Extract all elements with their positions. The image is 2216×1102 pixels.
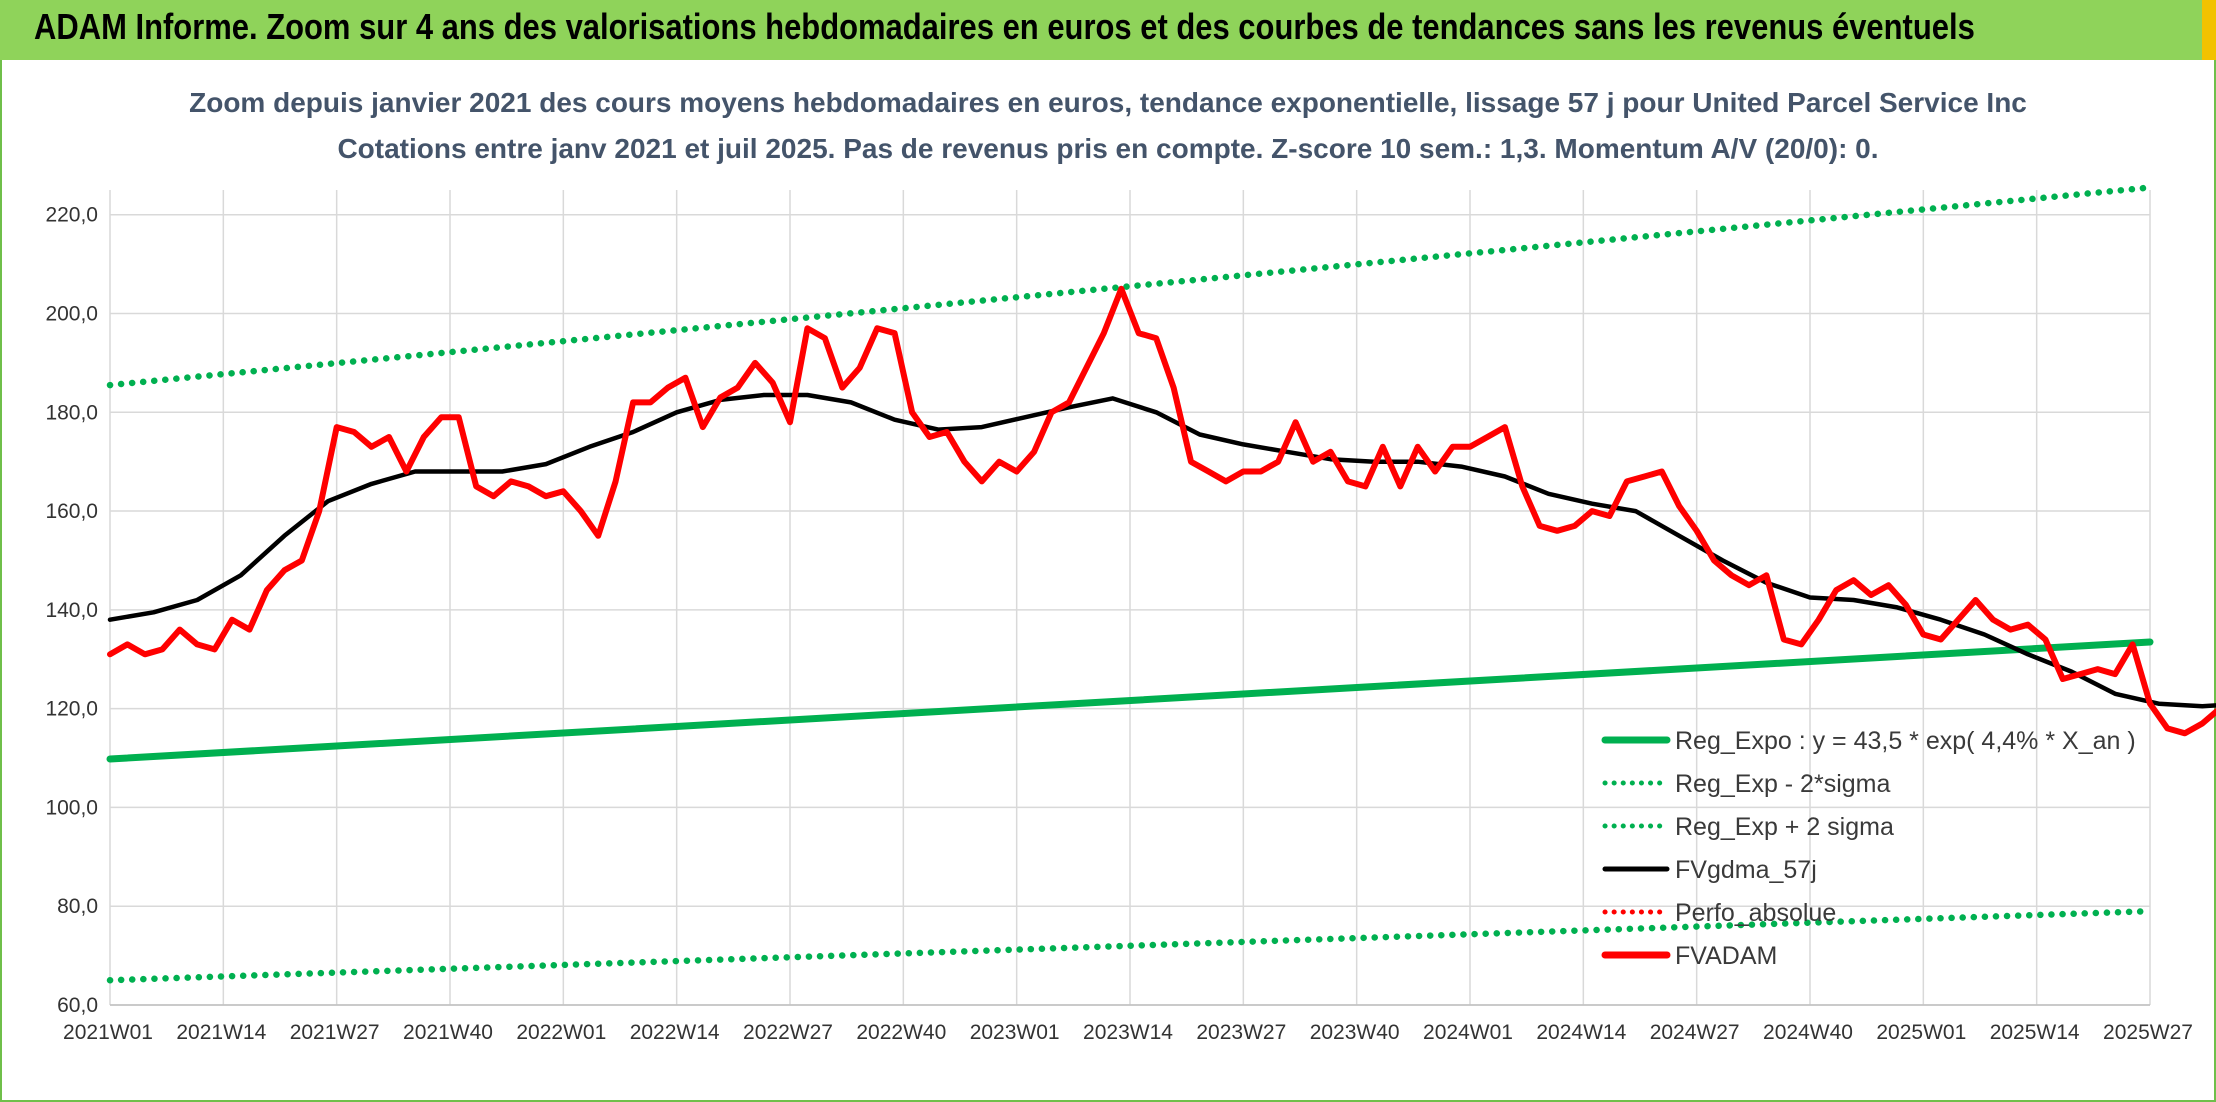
y-axis: 60,0 80,0 100,0 120,0 140,0 160,0 180,0 200,0 22…: [45, 204, 98, 1017]
x-tick-label: 2023W01: [970, 1021, 1060, 1044]
x-tick-label: 2024W40: [1763, 1021, 1853, 1044]
legend-label: Reg_Expo : y = 43,5 * exp( 4,4% * X_an ): [1675, 727, 2136, 755]
y-tick-label: 220,0: [45, 204, 98, 227]
banner-title: ADAM Informe. Zoom sur 4 ans des valoris…: [34, 6, 1975, 47]
series-line-5: [107, 285, 2216, 737]
x-tick-label: 2022W01: [516, 1021, 606, 1044]
x-tick-label: 2021W40: [403, 1021, 493, 1044]
series-line-2: [106, 184, 2154, 389]
legend-label: FVADAM: [1675, 942, 1777, 970]
x-tick-label: 2023W40: [1310, 1021, 1400, 1044]
chart-title: Zoom depuis janvier 2021 des cours moyen…: [189, 87, 2027, 118]
x-tick-label: 2021W01: [63, 1021, 153, 1044]
y-tick-label: 100,0: [45, 796, 98, 819]
legend-label: Reg_Exp - 2*sigma: [1675, 770, 1890, 798]
price-chart: Zoom depuis janvier 2021 des cours moyen…: [45, 87, 2216, 1044]
series-line-0: [106, 638, 2154, 763]
y-tick-label: 140,0: [45, 599, 98, 622]
banner-accent: [2202, 0, 2216, 60]
x-tick-label: 2025W14: [1990, 1021, 2080, 1044]
x-tick-label: 2022W40: [856, 1021, 946, 1044]
y-tick-label: 60,0: [57, 994, 98, 1017]
x-tick-label: 2024W01: [1423, 1021, 1513, 1044]
x-tick-label: 2024W27: [1650, 1021, 1740, 1044]
x-tick-label: 2025W01: [1876, 1021, 1966, 1044]
legend-label: Perfo_absolue: [1675, 899, 1836, 927]
x-tick-label: 2025W27: [2103, 1021, 2193, 1044]
series-line-1: [106, 907, 2154, 984]
legend-label: Reg_Exp + 2 sigma: [1675, 813, 1894, 841]
grid-lines: [109, 190, 2151, 1006]
chart-subtitle: Cotations entre janv 2021 et juil 2025. …: [337, 133, 1878, 164]
x-tick-label: 2021W14: [176, 1021, 266, 1044]
report-banner: ADAM Informe. Zoom sur 4 ans des valoris…: [0, 0, 2216, 60]
y-tick-label: 200,0: [45, 302, 98, 325]
series-lines: [106, 184, 2216, 984]
y-tick-label: 80,0: [57, 895, 98, 918]
series-line-3: [107, 392, 2216, 709]
legend: Reg_Expo : y = 43,5 * exp( 4,4% * X_an )…: [1601, 727, 2136, 970]
y-tick-label: 160,0: [45, 500, 98, 523]
x-tick-label: 2024W14: [1536, 1021, 1626, 1044]
x-tick-label: 2021W27: [290, 1021, 380, 1044]
x-tick-label: 2023W14: [1083, 1021, 1173, 1044]
y-tick-label: 120,0: [45, 698, 98, 721]
x-tick-label: 2022W14: [630, 1021, 720, 1044]
y-tick-label: 180,0: [45, 401, 98, 424]
x-tick-label: 2022W27: [743, 1021, 833, 1044]
x-tick-label: 2023W27: [1196, 1021, 1286, 1044]
x-axis: 2021W01 2021W14 2021W27 2021W40 2022W01 2022W…: [63, 1021, 2193, 1044]
legend-label: FVgdma_57j: [1675, 856, 1817, 884]
